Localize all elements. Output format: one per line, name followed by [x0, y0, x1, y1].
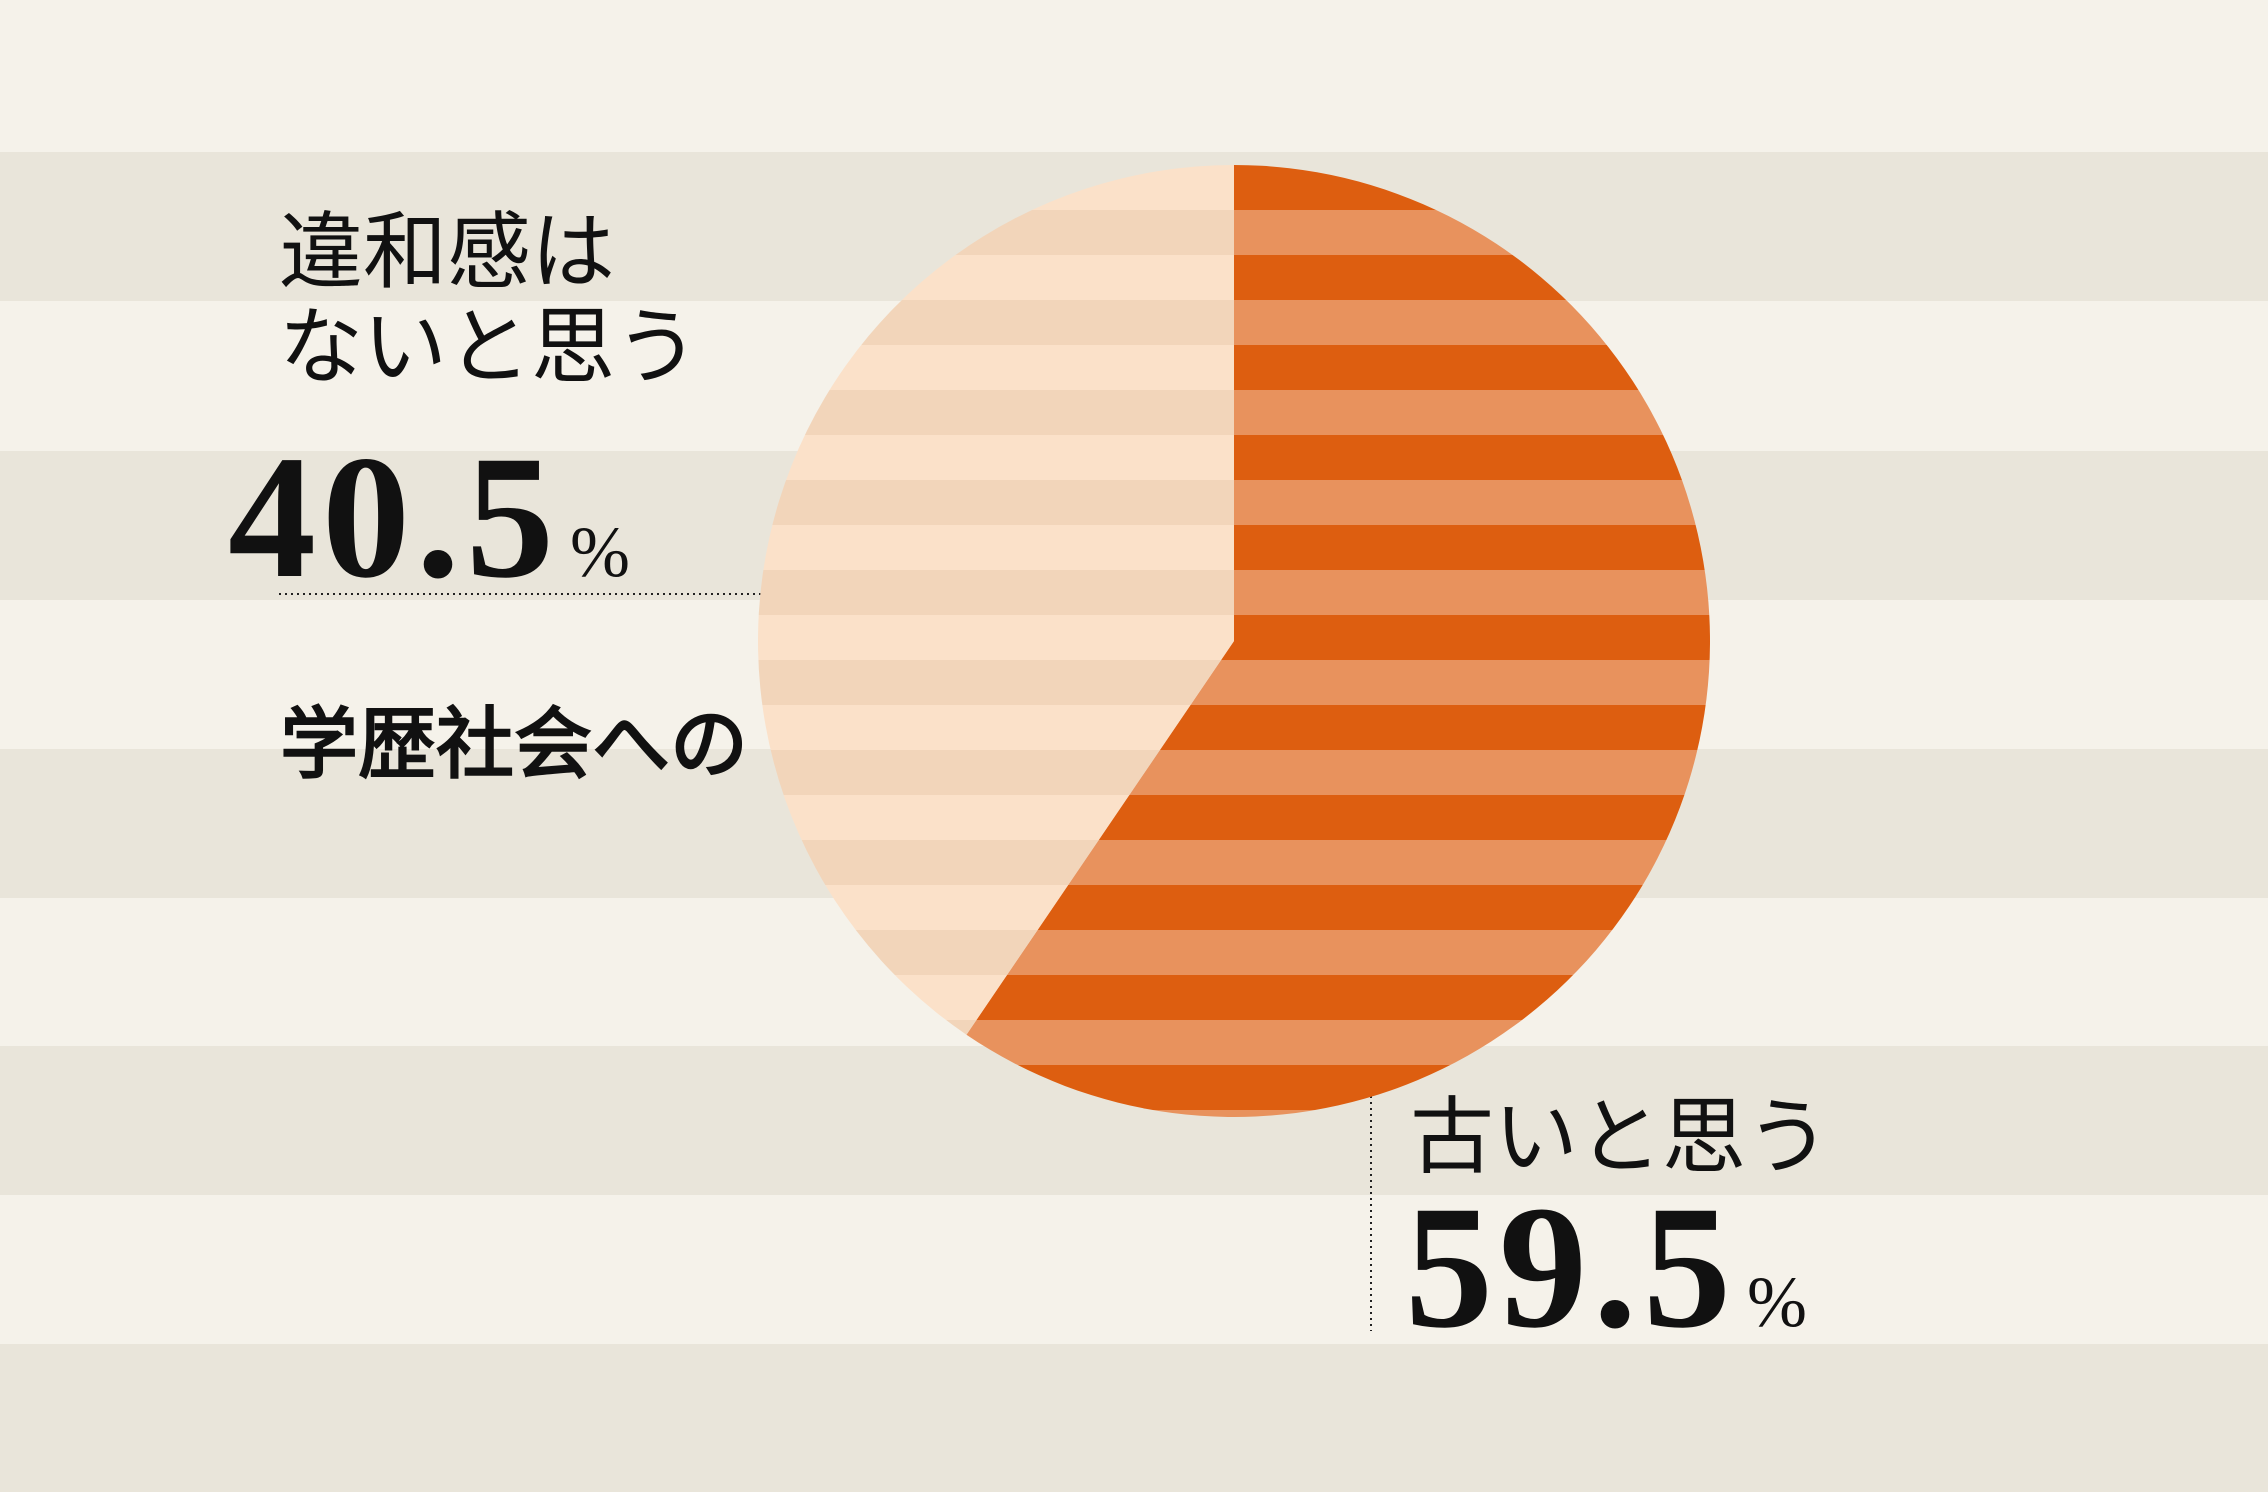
unit: % [570, 512, 630, 592]
slice-label: 違和感は ないと思う [279, 203, 700, 396]
unit: % [1747, 1262, 1807, 1342]
pie-slice [758, 165, 1234, 1035]
chart-title: 学歴社会への [280, 700, 749, 790]
value-label: 40.5% [228, 420, 630, 615]
value-label: 59.5% [1405, 1170, 1807, 1365]
pie-slice [966, 165, 1710, 1117]
slice-label: 古いと思う [1410, 1088, 1831, 1186]
